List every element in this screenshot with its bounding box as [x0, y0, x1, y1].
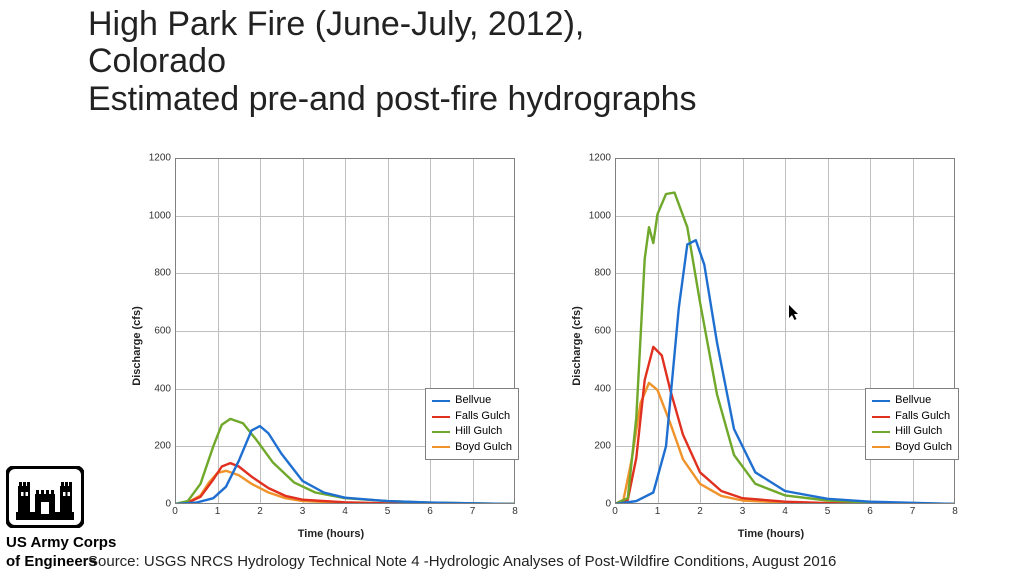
source-citation: Source: USGS NRCS Hydrology Technical No…: [88, 553, 836, 570]
y-tick-label: 0: [605, 499, 611, 510]
legend-label: Bellvue: [455, 393, 491, 408]
legend-label: Boyd Gulch: [455, 440, 512, 455]
gridline-vertical: [785, 158, 786, 504]
legend-swatch: [432, 400, 450, 402]
gridline-vertical: [658, 158, 659, 504]
y-tick-label: 600: [594, 326, 611, 337]
x-tick-label: 2: [697, 506, 703, 517]
legend-swatch: [432, 416, 450, 418]
x-tick-label: 2: [257, 506, 263, 517]
x-tick-label: 3: [740, 506, 746, 517]
title-line-3: Estimated pre-and post-fire hydrographs: [88, 81, 908, 118]
y-tick-label: 1000: [149, 210, 171, 221]
title-line-2: Colorado: [88, 43, 908, 80]
x-axis-label: Time (hours): [565, 528, 977, 540]
legend-label: Falls Gulch: [895, 409, 950, 424]
y-axis-label: Discharge (cfs): [131, 306, 143, 385]
y-tick-label: 1200: [589, 153, 611, 164]
y-tick-label: 400: [154, 383, 171, 394]
gridline-vertical: [218, 158, 219, 504]
y-tick-label: 600: [154, 326, 171, 337]
x-tick-label: 7: [910, 506, 916, 517]
x-tick-label: 4: [342, 506, 348, 517]
x-tick-label: 1: [215, 506, 221, 517]
x-axis-label: Time (hours): [125, 528, 537, 540]
x-tick-label: 0: [612, 506, 618, 517]
gridline-vertical: [345, 158, 346, 504]
y-axis-label: Discharge (cfs): [571, 306, 583, 385]
title-line-1: High Park Fire (June-July, 2012),: [88, 6, 908, 43]
gridline-vertical: [388, 158, 389, 504]
y-tick-label: 800: [594, 268, 611, 279]
legend-swatch: [872, 416, 890, 418]
x-tick-label: 6: [867, 506, 873, 517]
x-tick-label: 5: [385, 506, 391, 517]
x-tick-label: 5: [825, 506, 831, 517]
legend-item: Boyd Gulch: [872, 440, 952, 455]
y-tick-label: 200: [594, 441, 611, 452]
legend-label: Hill Gulch: [895, 424, 942, 439]
gridline-vertical: [303, 158, 304, 504]
legend-swatch: [432, 431, 450, 433]
gridline-vertical: [700, 158, 701, 504]
slide-title-block: High Park Fire (June-July, 2012), Colora…: [88, 6, 908, 118]
y-tick-label: 1000: [589, 210, 611, 221]
y-tick-label: 400: [594, 383, 611, 394]
x-tick-label: 8: [952, 506, 958, 517]
legend-swatch: [872, 400, 890, 402]
usace-text-line-1: US Army Corps: [6, 535, 156, 552]
legend-swatch: [872, 431, 890, 433]
legend-label: Bellvue: [895, 393, 931, 408]
x-tick-label: 3: [300, 506, 306, 517]
legend-label: Hill Gulch: [455, 424, 502, 439]
x-tick-label: 8: [512, 506, 518, 517]
y-tick-label: 200: [154, 441, 171, 452]
legend-swatch: [432, 446, 450, 448]
x-tick-label: 4: [782, 506, 788, 517]
gridline-vertical: [828, 158, 829, 504]
legend-swatch: [872, 446, 890, 448]
chart-postfire: Post-Fire Conditions, 10-year Rain Event…: [565, 148, 977, 544]
legend-label: Boyd Gulch: [895, 440, 952, 455]
legend-item: Bellvue: [432, 393, 512, 408]
legend-item: Bellvue: [872, 393, 952, 408]
y-tick-label: 800: [154, 268, 171, 279]
legend-item: Falls Gulch: [432, 409, 512, 424]
charts-row: Pre-Fire Conditions, 10-year Rain EventD…: [125, 148, 1005, 544]
legend-item: Falls Gulch: [872, 409, 952, 424]
legend: BellvueFalls GulchHill GulchBoyd Gulch: [425, 388, 519, 460]
y-tick-label: 1200: [149, 153, 171, 164]
x-tick-label: 6: [427, 506, 433, 517]
gridline-vertical: [260, 158, 261, 504]
usace-castle-icon: [6, 466, 84, 528]
x-tick-label: 0: [172, 506, 178, 517]
gridline-vertical: [743, 158, 744, 504]
x-tick-label: 7: [470, 506, 476, 517]
mouse-cursor-icon: [789, 305, 801, 324]
legend-item: Hill Gulch: [432, 424, 512, 439]
legend-item: Boyd Gulch: [432, 440, 512, 455]
legend: BellvueFalls GulchHill GulchBoyd Gulch: [865, 388, 959, 460]
legend-label: Falls Gulch: [455, 409, 510, 424]
chart-prefire: Pre-Fire Conditions, 10-year Rain EventD…: [125, 148, 537, 544]
y-tick-label: 0: [165, 499, 171, 510]
legend-item: Hill Gulch: [872, 424, 952, 439]
x-tick-label: 1: [655, 506, 661, 517]
